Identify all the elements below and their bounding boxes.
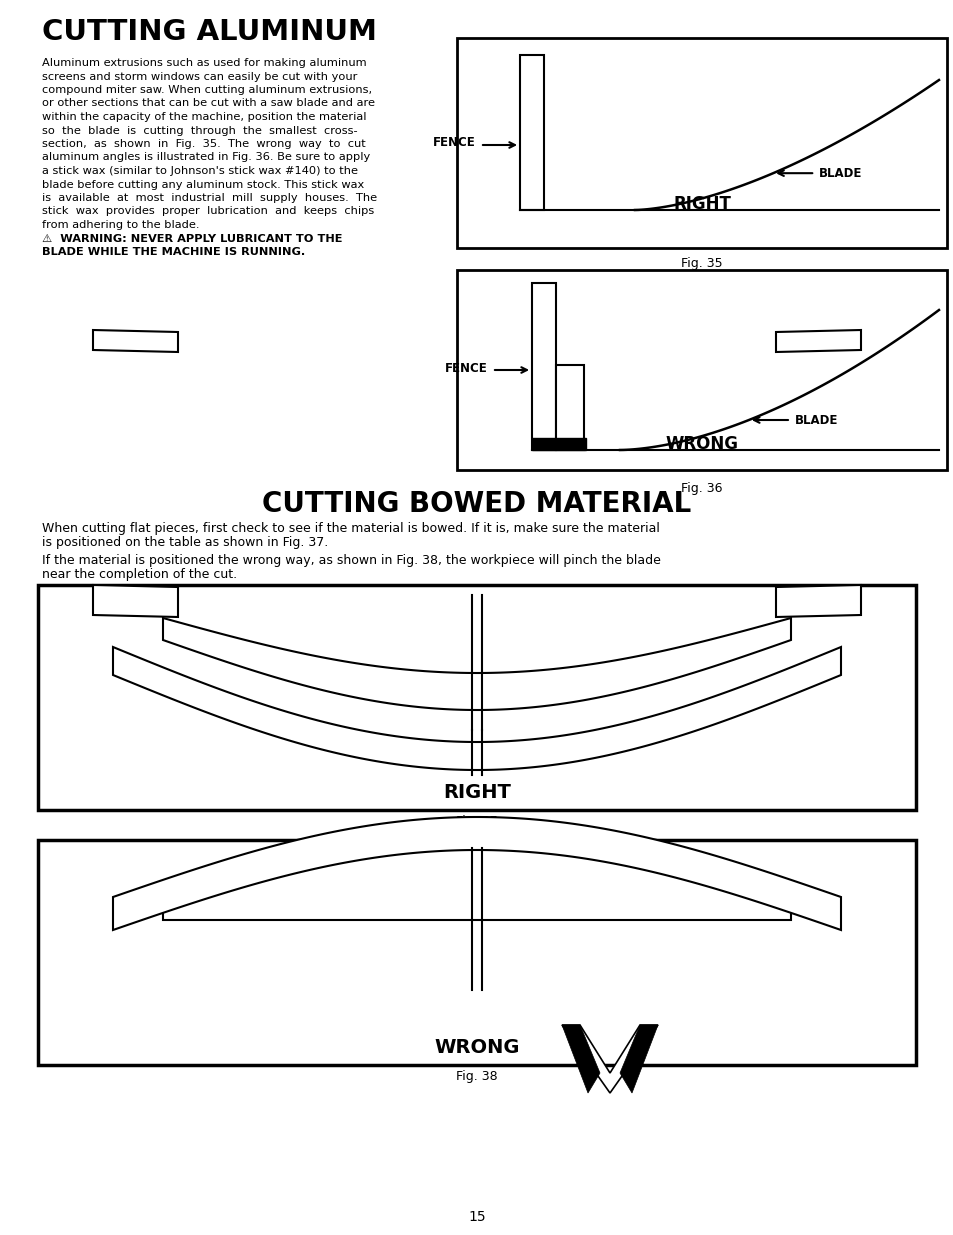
Text: If the material is positioned the wrong way, as shown in Fig. 38, the workpiece : If the material is positioned the wrong … — [42, 555, 660, 567]
Text: FENCE: FENCE — [445, 362, 488, 374]
Text: WRONG: WRONG — [434, 1037, 519, 1057]
Bar — [456, 38, 946, 248]
Polygon shape — [112, 647, 841, 769]
Text: Fig. 38: Fig. 38 — [456, 1070, 497, 1083]
Text: stick  wax  provides  proper  lubrication  and  keeps  chips: stick wax provides proper lubrication an… — [42, 206, 374, 216]
Text: BLADE: BLADE — [819, 167, 862, 179]
Polygon shape — [561, 1025, 599, 1093]
Text: CUTTING BOWED MATERIAL: CUTTING BOWED MATERIAL — [262, 490, 691, 517]
Polygon shape — [561, 1025, 658, 1093]
Text: aluminum angles is illustrated in Fig. 36. Be sure to apply: aluminum angles is illustrated in Fig. 3… — [42, 152, 370, 163]
Bar — [556, 366, 583, 450]
Text: BLADE: BLADE — [794, 414, 838, 426]
Text: or other sections that can be cut with a saw blade and are: or other sections that can be cut with a… — [42, 99, 375, 109]
Bar — [519, 56, 543, 210]
Text: section,  as  shown  in  Fig.  35.  The  wrong  way  to  cut: section, as shown in Fig. 35. The wrong … — [42, 140, 365, 149]
Text: 15: 15 — [468, 1210, 485, 1224]
Bar — [456, 270, 946, 471]
Text: compound miter saw. When cutting aluminum extrusions,: compound miter saw. When cutting aluminu… — [42, 85, 372, 95]
Bar — [38, 840, 915, 1065]
Polygon shape — [163, 827, 790, 920]
Text: from adhering to the blade.: from adhering to the blade. — [42, 220, 199, 230]
Text: so  the  blade  is  cutting  through  the  smallest  cross-: so the blade is cutting through the smal… — [42, 126, 357, 136]
Text: is positioned on the table as shown in Fig. 37.: is positioned on the table as shown in F… — [42, 536, 328, 550]
Polygon shape — [775, 585, 861, 618]
Polygon shape — [112, 818, 841, 930]
Text: screens and storm windows can easily be cut with your: screens and storm windows can easily be … — [42, 72, 357, 82]
Polygon shape — [532, 438, 585, 450]
Text: is  available  at  most  industrial  mill  supply  houses.  The: is available at most industrial mill sup… — [42, 193, 376, 203]
Text: RIGHT: RIGHT — [442, 783, 511, 802]
Polygon shape — [92, 330, 178, 352]
Text: FENCE: FENCE — [433, 137, 476, 149]
Text: BLADE WHILE THE MACHINE IS RUNNING.: BLADE WHILE THE MACHINE IS RUNNING. — [42, 247, 305, 257]
Text: within the capacity of the machine, position the material: within the capacity of the machine, posi… — [42, 112, 366, 122]
Bar — [532, 283, 556, 450]
Polygon shape — [775, 330, 861, 352]
Polygon shape — [619, 1025, 658, 1093]
Text: a stick wax (similar to Johnson's stick wax #140) to the: a stick wax (similar to Johnson's stick … — [42, 165, 357, 177]
Polygon shape — [163, 618, 790, 710]
Polygon shape — [92, 585, 178, 618]
Text: ⚠  WARNING: NEVER APPLY LUBRICANT TO THE: ⚠ WARNING: NEVER APPLY LUBRICANT TO THE — [42, 233, 342, 243]
Text: Fig. 37: Fig. 37 — [456, 815, 497, 827]
Text: blade before cutting any aluminum stock. This stick wax: blade before cutting any aluminum stock.… — [42, 179, 364, 189]
Text: Fig. 36: Fig. 36 — [680, 482, 722, 495]
Text: Aluminum extrusions such as used for making aluminum: Aluminum extrusions such as used for mak… — [42, 58, 366, 68]
Text: WRONG: WRONG — [665, 435, 738, 453]
Text: When cutting flat pieces, first check to see if the material is bowed. If it is,: When cutting flat pieces, first check to… — [42, 522, 659, 535]
Bar — [38, 585, 915, 810]
Text: Fig. 35: Fig. 35 — [680, 257, 722, 270]
Text: CUTTING ALUMINUM: CUTTING ALUMINUM — [42, 19, 376, 46]
Text: near the completion of the cut.: near the completion of the cut. — [42, 568, 237, 580]
Text: RIGHT: RIGHT — [673, 195, 730, 212]
